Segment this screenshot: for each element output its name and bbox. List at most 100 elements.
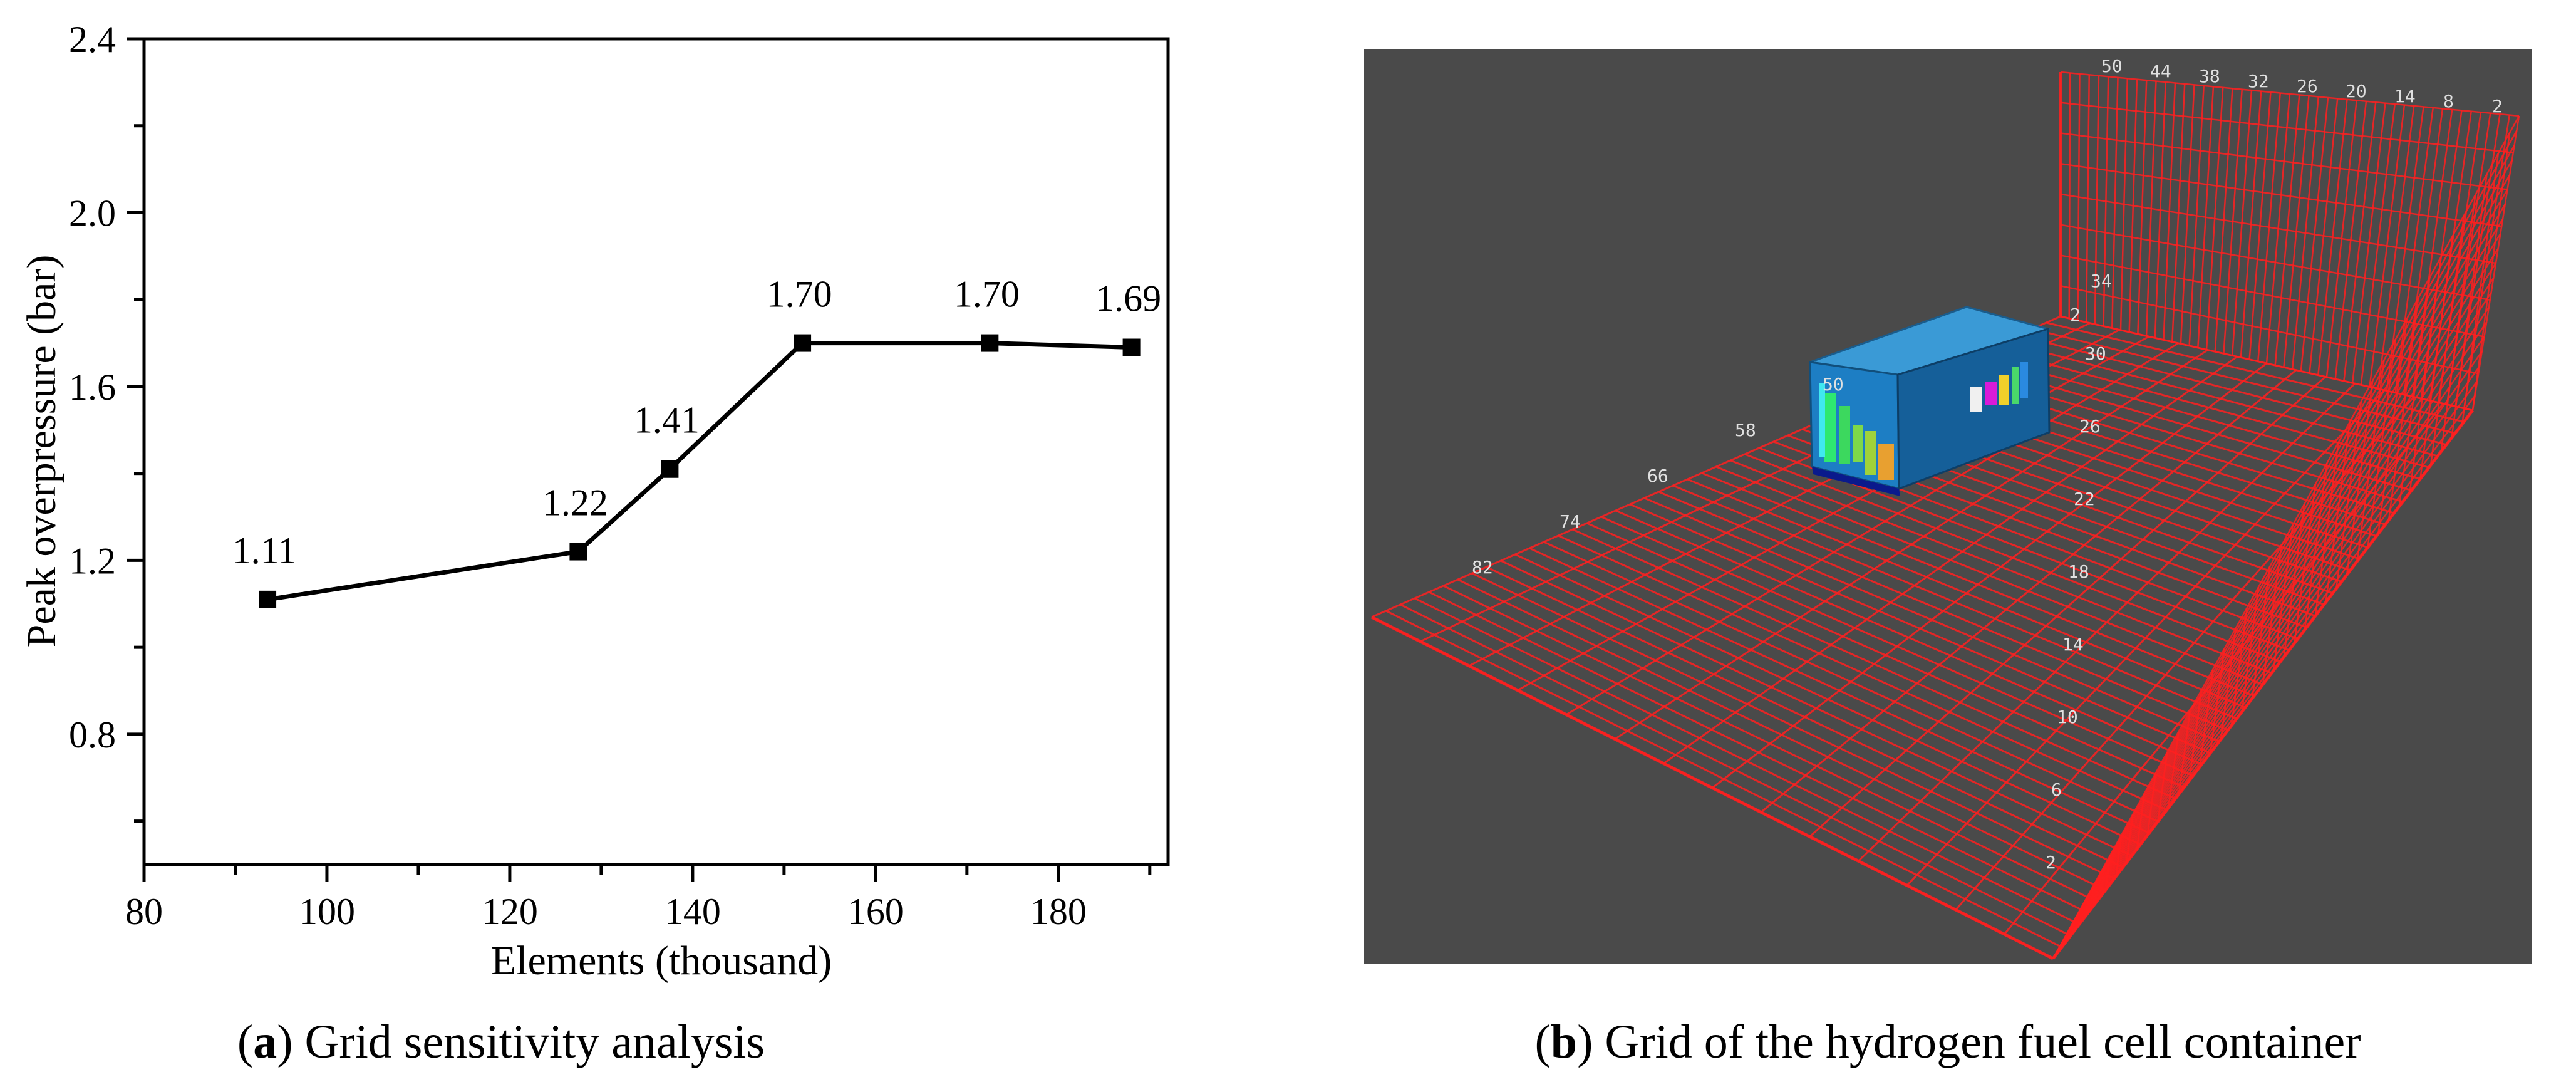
data-label: 1.70	[767, 274, 832, 315]
mesh-background	[1364, 49, 2532, 964]
mesh-right-label: 30	[2085, 343, 2106, 364]
mesh-top-label: 8	[2443, 91, 2454, 112]
mesh-line	[2052, 365, 2481, 959]
caption-b: (b) Grid of the hydrogen fuel cell conta…	[1535, 1016, 2361, 1068]
mesh-line	[2060, 224, 2490, 301]
mesh-line	[2052, 277, 2495, 959]
mesh-axis-labels: 50 44 38 32 26 20 14 8 2827466585034302622181410…	[1472, 56, 2503, 873]
data-label: 1.69	[1095, 278, 1161, 320]
mesh-line	[2052, 218, 2504, 959]
data-point-marker	[259, 590, 277, 608]
mesh-left-label: 66	[1647, 465, 1668, 486]
mesh-line	[2052, 174, 2511, 959]
mesh-top-label: 20	[2346, 81, 2367, 101]
mesh-line	[2052, 263, 2497, 959]
data-label: 1.22	[542, 482, 608, 524]
mesh-line	[1906, 389, 2386, 887]
mesh-right-label: 6	[2051, 779, 2062, 800]
series-markers	[259, 334, 1141, 608]
mesh-line	[2060, 101, 2513, 153]
axis-tick-labels: 80 100 120 140 160 180 0.8 1.2 1.6 2.0 2.4	[69, 19, 1087, 932]
mesh-top-label: 14	[2394, 86, 2416, 107]
data-point-marker	[1122, 338, 1141, 356]
mesh-top-label: 50	[2101, 56, 2123, 76]
mesh-right-label: 34	[2091, 271, 2112, 291]
mesh-corner-label: 2	[2070, 304, 2081, 325]
mesh-line	[2052, 292, 2492, 959]
mesh-line	[2052, 130, 2518, 959]
caption-a: (a) Grid sensitivity analysis	[237, 1016, 765, 1068]
mesh-line	[1955, 396, 2415, 911]
mesh-line	[2052, 189, 2508, 959]
mesh-line	[2060, 163, 2502, 227]
caption-b-text: Grid of the hydrogen fuel cell container	[1605, 1016, 2361, 1068]
caption-b-letter: b	[1551, 1016, 1577, 1068]
mesh-line	[2052, 321, 2488, 959]
svg-text:(b) Grid of the hydrogen fuel: (b) Grid of the hydrogen fuel cell conta…	[1535, 1016, 2361, 1068]
x-tick-label: 80	[125, 891, 163, 932]
x-tick-label: 120	[482, 891, 538, 932]
y-tick-label: 2.0	[69, 192, 116, 234]
x-tick-label: 180	[1030, 891, 1087, 932]
plot-frame	[142, 37, 1170, 866]
mesh-line	[2052, 306, 2490, 959]
mesh-line	[2060, 193, 2496, 264]
mesh-line	[2052, 159, 2513, 959]
mesh-top-label: 32	[2248, 71, 2269, 91]
mesh-line	[2060, 285, 2479, 375]
mesh-line	[2052, 336, 2485, 959]
series-line	[267, 341, 1132, 602]
mesh-line	[2052, 115, 2520, 959]
hydrogen-container-model	[1809, 306, 2052, 496]
y-tick-label: 0.8	[69, 714, 116, 756]
mesh-line	[2060, 315, 2473, 412]
svg-text:(a) Grid sensitivity analysis: (a) Grid sensitivity analysis	[237, 1016, 765, 1068]
mesh-right-label: 26	[2079, 416, 2101, 437]
mesh-line	[2052, 145, 2515, 959]
mesh-left-label: 58	[1735, 420, 1756, 440]
mesh-right-label: 10	[2057, 707, 2078, 727]
mesh-right-label: 2	[2046, 852, 2056, 873]
y-axis-label: Peak overpressure (bar)	[19, 255, 65, 648]
mesh-line	[2052, 351, 2483, 959]
x-tick-label: 140	[665, 891, 721, 932]
mesh-line	[2052, 409, 2474, 960]
mesh-line	[1663, 356, 2238, 764]
data-label: 1.70	[954, 274, 1020, 315]
mesh-line	[1858, 383, 2356, 862]
mesh-line	[2052, 233, 2501, 959]
data-label: 1.41	[634, 400, 700, 441]
mesh-line	[1760, 369, 2297, 813]
y-tick-label: 2.4	[69, 19, 116, 60]
x-tick-label: 160	[847, 891, 904, 932]
mesh-line	[2052, 204, 2506, 959]
mesh-grid-lines	[1370, 71, 2520, 960]
data-point-marker	[569, 543, 587, 561]
mesh-top-label: 44	[2150, 61, 2171, 81]
mesh-top-label: 38	[2199, 66, 2220, 86]
mesh-line	[1712, 362, 2267, 789]
x-axis-label: Elements (thousand)	[491, 938, 832, 984]
x-tick-label: 100	[299, 891, 355, 932]
mesh-line	[2060, 71, 2520, 117]
caption-a-text: Grid sensitivity analysis	[305, 1016, 765, 1068]
y-tick-label: 1.6	[69, 367, 116, 408]
mesh-left-label: 82	[1472, 557, 1493, 578]
mesh-right-label: 22	[2074, 489, 2095, 509]
mesh-line	[1566, 342, 2179, 715]
data-point-marker	[794, 334, 812, 352]
data-label: 1.11	[232, 530, 297, 571]
caption-a-letter: a	[253, 1016, 277, 1068]
data-point-marker	[661, 460, 679, 478]
mesh-left-label: 74	[1560, 511, 1581, 532]
mesh-right-label: 18	[2068, 561, 2089, 582]
mesh-line	[1614, 349, 2208, 740]
mesh-left-label: 50	[1823, 374, 1844, 395]
data-point-marker	[981, 334, 999, 352]
mesh-top-label: 2	[2492, 96, 2503, 117]
mesh-line	[2052, 247, 2499, 959]
mesh-line	[2060, 132, 2508, 190]
mesh-line	[2052, 380, 2478, 959]
mesh-view: 50 44 38 32 26 20 14 8 2827466585034302622181410…	[1364, 49, 2532, 964]
